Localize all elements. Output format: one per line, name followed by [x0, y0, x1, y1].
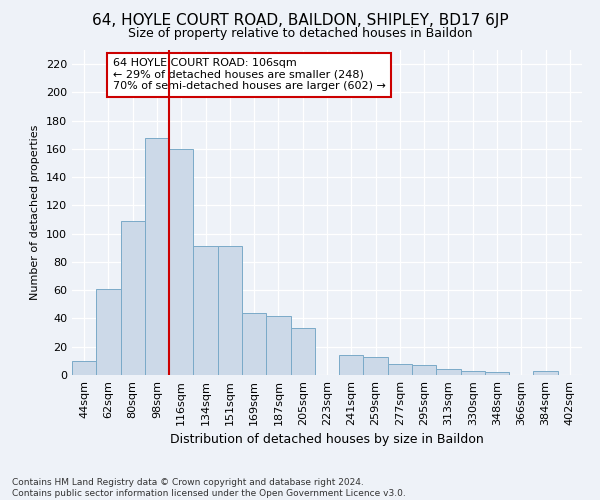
Bar [121, 221, 145, 375]
Text: Contains HM Land Registry data © Crown copyright and database right 2024.
Contai: Contains HM Land Registry data © Crown c… [12, 478, 406, 498]
Bar [388, 364, 412, 375]
Bar [290, 328, 315, 375]
Bar [266, 316, 290, 375]
Text: 64, HOYLE COURT ROAD, BAILDON, SHIPLEY, BD17 6JP: 64, HOYLE COURT ROAD, BAILDON, SHIPLEY, … [92, 12, 508, 28]
Text: Size of property relative to detached houses in Baildon: Size of property relative to detached ho… [128, 28, 472, 40]
Bar [339, 355, 364, 375]
Bar [193, 246, 218, 375]
Text: 64 HOYLE COURT ROAD: 106sqm
← 29% of detached houses are smaller (248)
70% of se: 64 HOYLE COURT ROAD: 106sqm ← 29% of det… [113, 58, 386, 92]
Bar [242, 313, 266, 375]
Bar [218, 246, 242, 375]
X-axis label: Distribution of detached houses by size in Baildon: Distribution of detached houses by size … [170, 434, 484, 446]
Bar [145, 138, 169, 375]
Bar [72, 361, 96, 375]
Bar [96, 289, 121, 375]
Bar [436, 370, 461, 375]
Bar [169, 149, 193, 375]
Bar [485, 372, 509, 375]
Bar [364, 356, 388, 375]
Bar [461, 371, 485, 375]
Bar [533, 371, 558, 375]
Bar [412, 365, 436, 375]
Y-axis label: Number of detached properties: Number of detached properties [31, 125, 40, 300]
